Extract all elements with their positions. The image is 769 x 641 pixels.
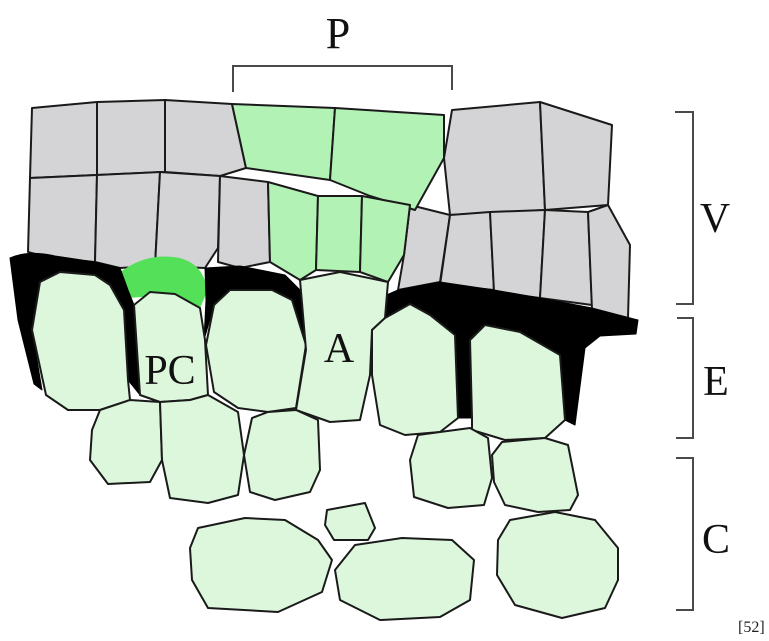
green-cell [231,103,336,181]
grey-cell [94,171,161,269]
e-bracket [676,317,694,439]
cortex-cell [334,537,475,621]
cortex-cell [324,502,376,541]
label-v: V [700,196,730,242]
label-a: A [324,326,355,372]
dark-cuticle-band [9,252,639,426]
label-p: P [326,9,350,58]
green-cell [329,107,445,211]
epidermal-cell [205,289,307,413]
epidermal-cell [469,324,566,441]
cortex-cell-layer [89,394,619,621]
green-cell [267,181,319,281]
label-pc: PC [144,348,195,394]
cortex-cell [159,394,245,504]
cortex-cell [491,437,579,513]
cortex-cell [243,409,321,501]
reference-number: [52] [738,619,765,636]
label-c: C [702,517,730,563]
grey-cell [439,211,495,291]
epidermal-cell-layer [31,271,566,441]
c-bracket [676,457,694,611]
label-e: E [703,359,729,405]
grey-cell [29,101,98,179]
grey-cell [27,174,98,263]
green-cell [359,195,411,283]
grey-cell [539,101,613,211]
v-bracket [675,111,694,305]
epidermal-cell [133,291,209,403]
epidermal-cell [31,271,131,411]
cortex-cell [189,517,333,613]
epidermal-cell [295,271,389,423]
grey-cell-layer [27,99,631,319]
cortex-cell [409,427,493,509]
grey-cell [217,175,271,269]
cortex-cell [89,399,163,485]
grey-cell [154,171,221,269]
bright-green-cell [108,256,207,308]
cortex-cell [496,511,619,619]
grey-cell [489,209,546,299]
grey-cell [539,209,593,306]
green-cell [315,195,363,273]
grey-cell [164,99,247,177]
grey-cell [587,204,631,319]
green-cell-column [231,103,445,283]
grey-cell [96,99,166,176]
p-bracket [232,65,453,92]
grey-cell [443,101,546,216]
